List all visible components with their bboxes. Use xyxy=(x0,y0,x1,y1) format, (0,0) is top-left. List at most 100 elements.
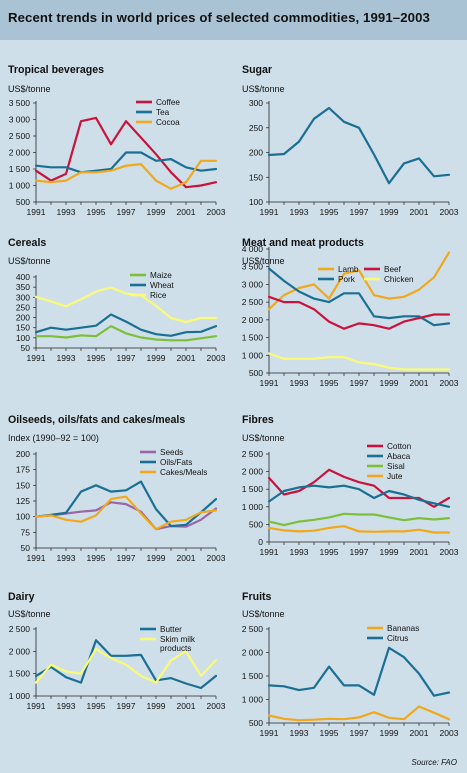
legend-label: Beef xyxy=(384,265,402,274)
y-tick-label: 3 000 xyxy=(9,115,31,125)
x-tick-label: 1999 xyxy=(147,207,166,217)
x-tick-label: 1997 xyxy=(350,378,369,388)
y-tick-label: 1 500 xyxy=(242,333,264,343)
chart-title: Tropical beverages xyxy=(8,64,104,76)
x-tick-label: 1999 xyxy=(147,701,166,711)
x-tick-label: 1993 xyxy=(57,353,76,363)
x-tick-label: 1997 xyxy=(350,207,369,217)
y-tick-label: 50 xyxy=(21,343,31,353)
y-tick-label: 100 xyxy=(16,512,30,522)
x-tick-label: 1991 xyxy=(27,353,46,363)
x-tick-label: 2003 xyxy=(440,378,459,388)
x-tick-label: 2003 xyxy=(440,547,459,557)
legend-label: Wheat xyxy=(150,281,174,290)
y-tick-label: 500 xyxy=(249,519,263,529)
x-tick-label: 1999 xyxy=(380,728,399,738)
x-tick-label: 2003 xyxy=(440,728,459,738)
legend-label: Chicken xyxy=(384,275,414,284)
legend-label: Rice xyxy=(150,291,167,300)
y-tick-label: 175 xyxy=(16,465,30,475)
y-tick-label: 1 500 xyxy=(242,484,264,494)
x-tick-label: 1997 xyxy=(117,207,136,217)
y-tick-label: 1 500 xyxy=(242,671,264,681)
x-tick-label: 2001 xyxy=(177,553,196,563)
y-tick-label: 2 500 xyxy=(9,131,31,141)
series-line-bananas xyxy=(267,705,451,722)
legend-label: Cotton xyxy=(387,442,412,451)
chart-meat-and-meat-products: Meat and meat products US$/tonne 500 1 000 1… xyxy=(242,237,459,388)
x-tick-label: 1997 xyxy=(350,728,369,738)
y-tick-label: 75 xyxy=(21,527,31,537)
y-tick-label: 150 xyxy=(249,172,263,182)
chart-title: Cereals xyxy=(8,237,46,249)
y-axis-unit: US$/tonne xyxy=(242,609,285,619)
y-axis-unit: US$/tonne xyxy=(8,609,51,619)
y-tick-label: 250 xyxy=(249,123,263,133)
x-tick-label: 1999 xyxy=(380,378,399,388)
x-tick-label: 1995 xyxy=(320,207,339,217)
y-tick-label: 200 xyxy=(249,148,263,158)
y-axis-unit: US$/tonne xyxy=(242,256,285,266)
y-tick-label: 3 500 xyxy=(9,98,31,108)
x-tick-label: 1995 xyxy=(87,553,106,563)
x-tick-label: 2001 xyxy=(177,207,196,217)
x-tick-label: 2003 xyxy=(207,207,226,217)
x-tick-label: 1993 xyxy=(290,547,309,557)
x-tick-label: 1997 xyxy=(117,353,136,363)
y-tick-label: 0 xyxy=(258,537,263,547)
x-tick-label: 1995 xyxy=(87,207,106,217)
legend-label: Bananas xyxy=(387,624,419,633)
y-tick-label: 1 000 xyxy=(242,502,264,512)
y-tick-label: 400 xyxy=(16,272,30,282)
legend-label: Butter xyxy=(160,625,182,634)
chart-fibres: Fibres US$/tonne 0 500 1 000 1 500 2 000 2 500 1… xyxy=(242,414,459,557)
y-tick-label: 300 xyxy=(249,98,263,108)
x-tick-label: 1993 xyxy=(57,553,76,563)
x-tick-label: 2003 xyxy=(207,701,226,711)
y-tick-label: 50 xyxy=(21,543,31,553)
x-tick-label: 1991 xyxy=(260,378,279,388)
series-line-jute xyxy=(267,525,451,534)
series-line-rice xyxy=(34,286,218,324)
x-tick-label: 1995 xyxy=(87,701,106,711)
chart-oilseeds-oils-fats-and-cakes-meals: Oilseeds, oils/fats and cakes/meals Index… xyxy=(8,414,226,563)
y-axis-unit: US$/tonne xyxy=(242,433,285,443)
legend-label: Abaca xyxy=(387,452,411,461)
legend-label: Tea xyxy=(156,108,170,117)
x-tick-label: 2003 xyxy=(207,553,226,563)
series-line-seeds xyxy=(34,501,218,531)
series-line-tea xyxy=(34,151,218,174)
series-line-lamb xyxy=(267,251,451,311)
y-tick-label: 1 000 xyxy=(9,691,31,701)
x-tick-label: 1993 xyxy=(290,207,309,217)
y-tick-label: 2 000 xyxy=(242,648,264,658)
x-tick-label: 1995 xyxy=(320,728,339,738)
y-axis-unit: US$/tonne xyxy=(8,256,51,266)
header-band: Recent trends in world prices of selecte… xyxy=(0,0,467,40)
legend-label: Seeds xyxy=(160,448,183,457)
x-tick-label: 1999 xyxy=(380,207,399,217)
series-line-beef xyxy=(267,295,451,330)
x-tick-label: 1991 xyxy=(260,547,279,557)
x-tick-label: 1991 xyxy=(27,207,46,217)
x-tick-label: 1993 xyxy=(57,701,76,711)
y-tick-label: 150 xyxy=(16,480,30,490)
y-tick-label: 300 xyxy=(16,292,30,302)
y-tick-label: 1 500 xyxy=(9,669,31,679)
y-tick-label: 3 000 xyxy=(242,279,264,289)
y-tick-label: 2 500 xyxy=(242,297,264,307)
x-tick-label: 2001 xyxy=(177,353,196,363)
x-tick-label: 2001 xyxy=(410,378,429,388)
y-tick-label: 100 xyxy=(16,333,30,343)
series-line-wheat xyxy=(34,313,218,337)
series-line xyxy=(267,106,451,185)
y-tick-label: 500 xyxy=(16,197,30,207)
legend-label: Cocoa xyxy=(156,118,180,127)
x-tick-label: 2001 xyxy=(410,207,429,217)
y-tick-label: 2 500 xyxy=(242,624,264,634)
chart-title: Meat and meat products xyxy=(242,237,364,249)
y-tick-label: 350 xyxy=(16,282,30,292)
x-tick-label: 1995 xyxy=(320,378,339,388)
y-tick-label: 200 xyxy=(16,313,30,323)
